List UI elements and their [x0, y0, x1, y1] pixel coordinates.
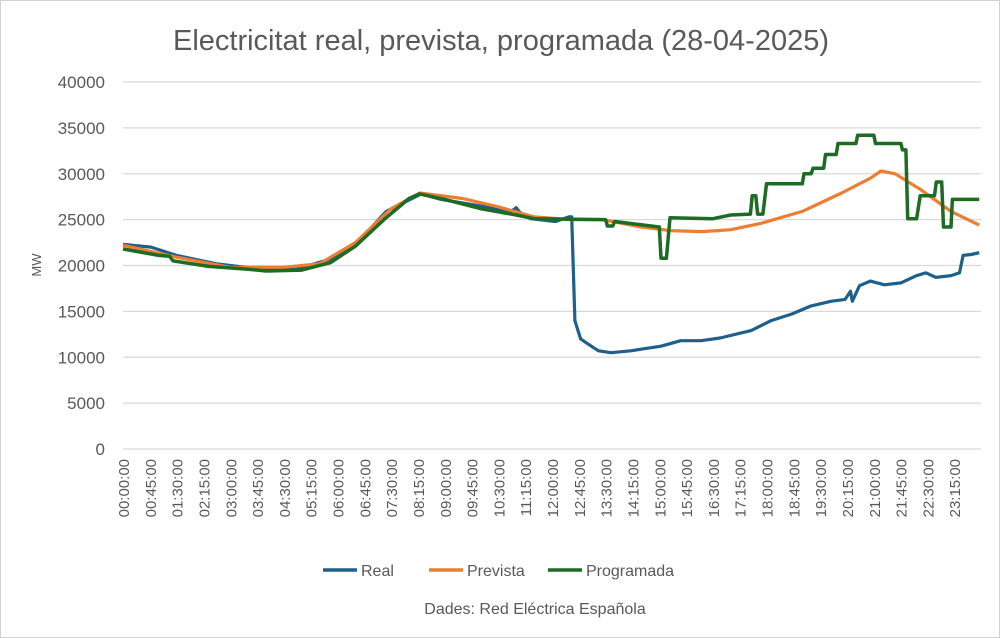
- x-tick-label: 09:45:00: [465, 459, 482, 517]
- x-tick-label: 06:45:00: [357, 459, 374, 517]
- x-tick-label: 18:45:00: [786, 459, 803, 517]
- x-tick-label: 09:00:00: [438, 459, 455, 517]
- x-tick-label: 02:15:00: [196, 459, 213, 517]
- y-tick-label: 20000: [58, 257, 105, 276]
- legend-label-real: Real: [361, 563, 394, 580]
- x-tick-label: 21:45:00: [894, 459, 911, 517]
- x-tick-label: 00:45:00: [143, 459, 160, 517]
- x-tick-label: 00:00:00: [116, 459, 133, 517]
- x-tick-label: 15:45:00: [679, 459, 696, 517]
- y-tick-label: 5000: [67, 394, 105, 413]
- x-tick-label: 12:00:00: [545, 459, 562, 517]
- x-tick-label: 23:15:00: [947, 459, 964, 517]
- x-tick-label: 12:45:00: [572, 459, 589, 517]
- x-tick-label: 07:30:00: [384, 459, 401, 517]
- x-tick-label: 03:00:00: [223, 459, 240, 517]
- x-tick-label: 05:15:00: [304, 459, 321, 517]
- x-tick-label: 14:15:00: [625, 459, 642, 517]
- x-tick-label: 20:15:00: [840, 459, 857, 517]
- y-tick-label: 40000: [58, 73, 105, 92]
- x-tick-label: 01:30:00: [170, 459, 187, 517]
- x-tick-label: 11:15:00: [518, 459, 535, 516]
- x-tick-label: 04:30:00: [277, 459, 294, 517]
- chart-title: Electricitat real, prevista, programada …: [173, 25, 829, 57]
- x-tick-label: 18:00:00: [760, 459, 777, 517]
- x-tick-label: 16:30:00: [706, 459, 723, 517]
- y-tick-label: 30000: [58, 165, 105, 184]
- legend-label-programada: Programada: [586, 563, 674, 580]
- x-tick-label: 19:30:00: [813, 459, 830, 517]
- y-tick-label: 10000: [58, 348, 105, 367]
- x-tick-label: 08:15:00: [411, 459, 428, 517]
- source-note: Dades: Red Eléctrica Española: [424, 601, 646, 618]
- x-tick-label: 15:00:00: [652, 459, 669, 517]
- x-tick-label: 21:00:00: [867, 459, 884, 517]
- y-tick-label: 35000: [58, 119, 105, 138]
- x-tick-label: 13:30:00: [599, 459, 616, 517]
- y-axis-label: MW: [29, 253, 44, 277]
- x-tick-label: 10:30:00: [491, 459, 508, 517]
- y-tick-label: 15000: [58, 302, 105, 321]
- x-tick-label: 03:45:00: [250, 459, 267, 517]
- y-tick-label: 25000: [58, 211, 105, 230]
- x-tick-label: 06:00:00: [331, 459, 348, 517]
- legend-label-prevista: Prevista: [467, 563, 525, 580]
- x-tick-label: 17:15:00: [733, 459, 750, 517]
- x-tick-label: 22:30:00: [920, 459, 937, 517]
- series-line-programada: [122, 133, 980, 273]
- y-tick-label: 0: [96, 440, 105, 459]
